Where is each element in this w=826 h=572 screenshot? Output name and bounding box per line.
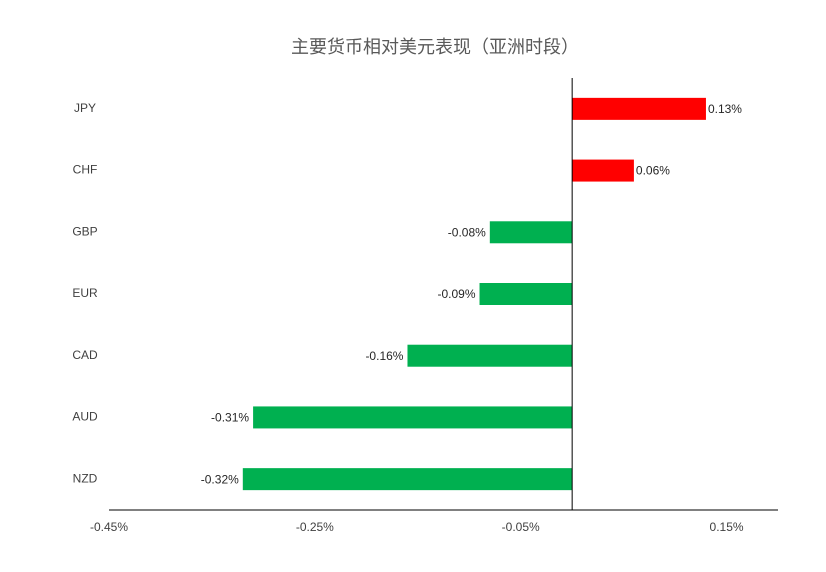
data-label: -0.32% — [201, 472, 239, 486]
chart-title: 主要货币相对美元表现（亚洲时段） — [291, 37, 579, 57]
bar — [572, 97, 706, 120]
data-label: -0.09% — [437, 287, 475, 301]
y-tick-label: AUD — [72, 410, 98, 424]
y-tick-label: CAD — [72, 348, 98, 362]
y-tick-label: EUR — [72, 286, 98, 300]
data-label: 0.13% — [708, 102, 742, 116]
y-tick-label: NZD — [73, 471, 98, 485]
data-label: 0.06% — [636, 164, 670, 178]
y-tick-label: JPY — [74, 101, 96, 115]
data-label: -0.31% — [211, 411, 249, 425]
y-tick-label: GBP — [72, 224, 97, 238]
x-tick-label: -0.25% — [296, 520, 334, 534]
data-label: -0.16% — [365, 349, 403, 363]
x-tick-label: -0.45% — [90, 520, 128, 534]
bar — [253, 406, 573, 429]
data-label: -0.08% — [448, 225, 486, 239]
y-tick-label: CHF — [73, 163, 98, 177]
x-tick-label: 0.15% — [710, 520, 744, 534]
bar — [242, 468, 573, 491]
bar — [572, 159, 634, 182]
x-tick-label: -0.05% — [502, 520, 540, 534]
bar — [407, 344, 573, 367]
bar — [479, 283, 573, 305]
bar — [489, 221, 573, 244]
